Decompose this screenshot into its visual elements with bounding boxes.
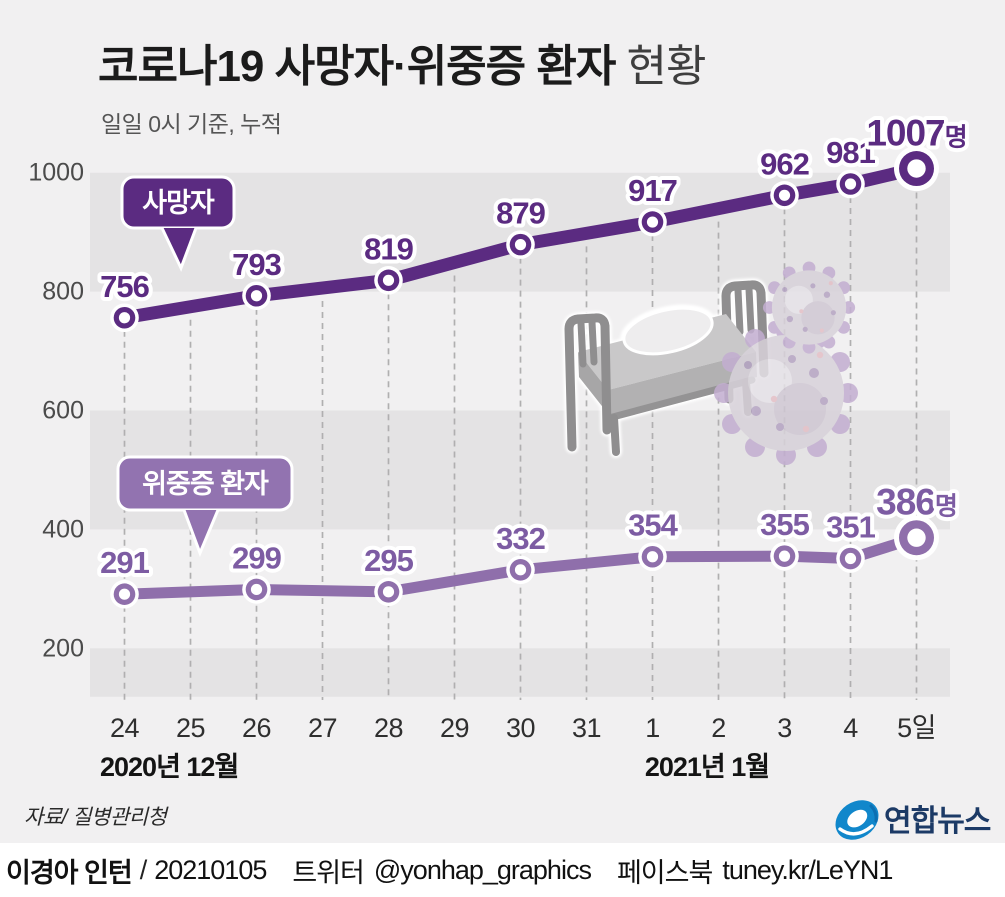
value-label: 879 (496, 196, 545, 231)
marker-center (382, 586, 395, 598)
x-tick-label: 4 (843, 713, 858, 743)
x-tick-label: 25 (176, 713, 205, 743)
footer-author: 이경아 인턴 (6, 857, 133, 888)
marker-center (646, 216, 659, 228)
footer-twitter-label: 트위터 (292, 857, 365, 888)
value-label: 917 (628, 173, 677, 208)
series-tag-label: 사망자 (142, 188, 215, 218)
value-label: 332 (496, 521, 545, 556)
series-tag-label: 위중증 환자 (142, 469, 269, 499)
marker-center (250, 290, 263, 302)
marker-center (907, 528, 926, 547)
value-label: 299 (232, 540, 281, 575)
footer-credit-bar: 이경아 인턴 / 20210105 트위터 @yonhap_graphics 페… (0, 843, 1005, 897)
y-tick-label: 400 (42, 515, 84, 543)
x-tick-label: 28 (374, 713, 403, 743)
footer-facebook-url: tuney.kr/LeYN1 (722, 854, 893, 885)
marker-center (118, 312, 131, 324)
month-label: 2021년 1월 (645, 752, 769, 782)
x-tick-label: 29 (440, 713, 469, 743)
marker-center (382, 274, 395, 286)
value-label: 291 (100, 545, 149, 580)
value-label: 354 (628, 508, 678, 543)
y-tick-label: 600 (42, 397, 84, 425)
page-title-strong: 코로나19 사망자·위중증 환자 (98, 42, 616, 91)
footer-twitter-handle: @yonhap_graphics (373, 854, 592, 885)
source-note: 자료/ 질병관리청 (24, 806, 167, 829)
value-label: 351 (826, 510, 875, 545)
footer-separator: / (139, 854, 147, 885)
x-tick-label: 3 (777, 713, 792, 743)
marker-center (646, 551, 659, 563)
x-tick-label: 24 (110, 713, 140, 743)
x-tick-label: 27 (308, 713, 337, 743)
x-tick-label: 1 (645, 713, 660, 743)
value-label: 793 (232, 247, 281, 282)
yonhap-logo-icon (835, 800, 879, 840)
marker-center (118, 588, 131, 600)
value-label: 756 (100, 269, 149, 304)
y-tick-label: 800 (42, 278, 84, 306)
page-title-light: 현황 (615, 42, 707, 91)
y-tick-label: 200 (42, 634, 84, 662)
month-label: 2020년 12월 (100, 752, 238, 782)
x-tick-label: 30 (506, 713, 535, 743)
footer-date: 20210105 (154, 854, 267, 885)
yonhap-logo: 연합뉴스 (835, 800, 992, 840)
y-tick-label: 1000 (28, 159, 84, 187)
virus-icon (714, 261, 858, 465)
x-tick-label: 2 (711, 713, 726, 743)
marker-center (844, 552, 857, 565)
value-label: 1007명 (866, 113, 966, 154)
value-label: 981 (826, 135, 875, 170)
page-title: 코로나19 사망자·위중증 환자 현황 (98, 30, 707, 94)
chart-subtitle: 일일 0시 기준, 누적 (101, 111, 282, 137)
value-label: 355 (760, 507, 809, 542)
marker-center (844, 178, 857, 190)
marker-center (907, 159, 926, 178)
series-tag: 사망자 (120, 175, 236, 272)
marker-center (514, 239, 527, 251)
footer-facebook-label: 페이스북 (616, 857, 713, 888)
marker-center (250, 583, 263, 596)
yonhap-logo-text: 연합뉴스 (884, 805, 991, 838)
value-label: 819 (364, 231, 413, 266)
value-label: 962 (760, 146, 809, 181)
x-tick-label: 31 (572, 713, 601, 743)
marker-center (778, 189, 791, 201)
x-tick-label: 5일 (897, 713, 936, 743)
x-tick-label: 26 (242, 713, 271, 743)
marker-center (778, 550, 791, 562)
series-tag: 위중증 환자 (116, 455, 294, 558)
value-label: 295 (364, 543, 413, 578)
marker-center (514, 564, 527, 576)
